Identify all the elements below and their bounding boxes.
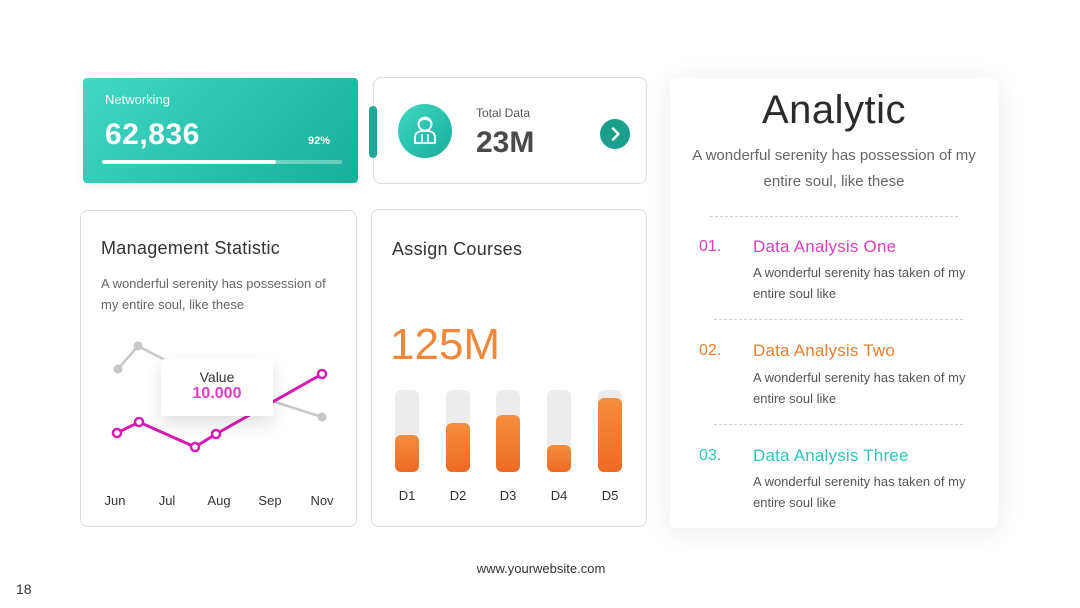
website-url[interactable]: www.yourwebsite.com	[476, 561, 606, 576]
person-icon	[398, 104, 452, 158]
course-bar	[547, 445, 571, 472]
management-title: Management Statistic	[101, 238, 281, 258]
course-bar	[446, 423, 470, 472]
course-bar	[395, 435, 419, 472]
networking-value: 62,836	[105, 118, 200, 151]
page-number: 18	[16, 581, 32, 597]
month-label: Aug	[207, 493, 231, 508]
analysis-item-description: A wonderful serenity has taken of my ent…	[753, 265, 966, 301]
networking-card[interactable]: Networking 62,836 92%	[83, 78, 358, 183]
chevron-right-icon[interactable]	[600, 119, 630, 149]
divider	[714, 319, 963, 320]
secondary-series-point	[317, 412, 327, 422]
month-label: Sep	[258, 493, 282, 508]
networking-progress-fill	[102, 160, 277, 164]
analysis-item-title[interactable]: Data Analysis Three	[753, 446, 909, 465]
course-bar-track	[446, 390, 470, 472]
primary-series-point	[316, 368, 328, 380]
total-data-card[interactable]: Total Data 23M	[369, 77, 647, 184]
networking-progress-bar	[102, 160, 342, 164]
month-axis: Jun Jul Aug Sep Nov	[81, 493, 358, 511]
primary-series-point	[111, 427, 123, 439]
networking-label: Networking	[105, 92, 171, 107]
item-number: 01.	[699, 238, 722, 255]
course-bar-track	[598, 390, 622, 472]
course-bar-label: D1	[398, 488, 416, 503]
secondary-series-point	[113, 364, 123, 374]
networking-percent: 92%	[308, 135, 331, 147]
course-bar	[496, 415, 520, 472]
divider	[714, 424, 963, 425]
analysis-item-title[interactable]: Data Analysis One	[753, 237, 897, 256]
card-side-tab	[369, 106, 377, 158]
tooltip-value: 10.000	[192, 385, 242, 402]
analytic-title: Analytic	[761, 88, 907, 132]
month-label: Nov	[310, 493, 334, 508]
value-tooltip: Value 10.000	[161, 359, 273, 416]
course-bar-track	[496, 390, 520, 472]
course-bar-track	[547, 390, 571, 472]
item-number: 02.	[699, 342, 722, 359]
divider	[710, 216, 958, 217]
course-bar	[598, 398, 622, 472]
analysis-item-title[interactable]: Data Analysis Two	[753, 341, 895, 360]
primary-series-point	[189, 441, 201, 453]
course-bar-track	[395, 390, 419, 472]
month-label: Jun	[104, 493, 126, 508]
total-data-value: 23M	[476, 126, 535, 159]
month-label: Jul	[158, 493, 176, 508]
secondary-series-point	[133, 341, 143, 351]
total-data-label: Total Data	[476, 106, 531, 120]
primary-series-point	[210, 428, 222, 440]
primary-series-point	[133, 416, 145, 428]
analytic-subtitle: A wonderful serenity has possession of m…	[692, 147, 976, 190]
management-description: A wonderful serenity has possession of m…	[101, 276, 326, 312]
analysis-item-description: A wonderful serenity has taken of my ent…	[753, 474, 966, 510]
analytic-panel: Analytic A wonderful serenity has posses…	[670, 78, 998, 528]
management-statistic-card: Management Statistic A wonderful serenit…	[80, 210, 357, 527]
course-bar-label: D2	[449, 488, 467, 503]
item-number: 03.	[699, 447, 722, 464]
tooltip-label: Value	[199, 369, 235, 385]
analysis-item-description: A wonderful serenity has taken of my ent…	[753, 370, 966, 406]
course-bar-label: D5	[601, 488, 619, 503]
course-bar-label: D3	[499, 488, 517, 503]
courses-value: 125M	[390, 320, 501, 369]
assign-courses-card: Assign Courses 125M D1 D2 D3 D4 D5	[371, 209, 647, 527]
course-bar-label: D4	[550, 488, 568, 503]
courses-title: Assign Courses	[392, 239, 523, 259]
